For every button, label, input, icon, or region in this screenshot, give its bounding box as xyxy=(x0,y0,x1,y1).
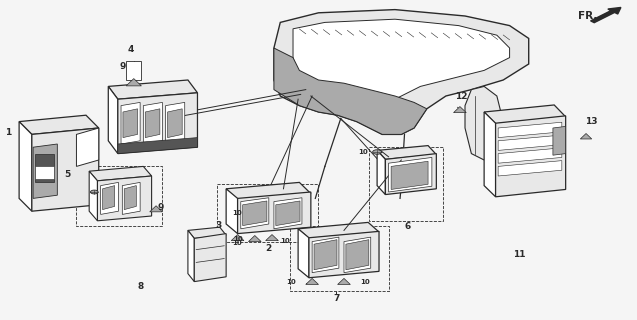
Polygon shape xyxy=(580,133,592,139)
Text: FR.: FR. xyxy=(578,11,598,21)
Text: 8: 8 xyxy=(137,282,143,291)
Polygon shape xyxy=(274,48,427,134)
Polygon shape xyxy=(101,182,118,214)
Polygon shape xyxy=(248,236,261,242)
Circle shape xyxy=(373,150,382,154)
Bar xyxy=(126,61,141,80)
Text: 2: 2 xyxy=(266,244,272,253)
Polygon shape xyxy=(143,102,162,144)
Polygon shape xyxy=(118,93,197,154)
Polygon shape xyxy=(498,122,562,138)
Bar xyxy=(217,184,318,242)
Polygon shape xyxy=(298,229,309,278)
Polygon shape xyxy=(32,128,99,211)
Polygon shape xyxy=(188,227,226,238)
Text: 10: 10 xyxy=(280,238,290,244)
Bar xyxy=(35,154,54,182)
Polygon shape xyxy=(19,122,32,211)
Polygon shape xyxy=(118,138,197,154)
Text: 9: 9 xyxy=(120,62,126,71)
Polygon shape xyxy=(298,222,379,238)
Polygon shape xyxy=(231,235,244,241)
Polygon shape xyxy=(241,198,269,229)
Polygon shape xyxy=(76,128,99,166)
Polygon shape xyxy=(454,107,466,113)
Polygon shape xyxy=(122,182,140,214)
Polygon shape xyxy=(89,171,97,221)
Polygon shape xyxy=(89,166,152,181)
Polygon shape xyxy=(121,102,140,144)
Text: 10: 10 xyxy=(286,279,296,285)
Text: 11: 11 xyxy=(513,250,526,259)
Polygon shape xyxy=(498,148,562,163)
Polygon shape xyxy=(33,144,57,198)
Polygon shape xyxy=(293,19,510,102)
Circle shape xyxy=(90,190,98,194)
Polygon shape xyxy=(108,80,197,99)
Polygon shape xyxy=(168,109,182,138)
Polygon shape xyxy=(103,186,115,210)
Polygon shape xyxy=(150,206,162,212)
Text: 6: 6 xyxy=(404,222,411,231)
Polygon shape xyxy=(498,135,562,150)
Polygon shape xyxy=(274,198,302,229)
Polygon shape xyxy=(346,240,369,270)
Text: 10: 10 xyxy=(359,149,368,155)
Polygon shape xyxy=(389,157,432,192)
Bar xyxy=(35,166,54,179)
Polygon shape xyxy=(226,182,311,200)
Polygon shape xyxy=(266,235,278,241)
Polygon shape xyxy=(553,126,566,155)
Polygon shape xyxy=(123,109,138,138)
Polygon shape xyxy=(124,186,136,210)
Polygon shape xyxy=(498,161,562,176)
Text: 12: 12 xyxy=(455,92,468,101)
Text: 3: 3 xyxy=(215,221,222,230)
Polygon shape xyxy=(314,240,337,270)
Polygon shape xyxy=(226,189,238,234)
Text: 5: 5 xyxy=(64,170,70,179)
Polygon shape xyxy=(243,201,267,226)
FancyArrow shape xyxy=(590,7,621,23)
Bar xyxy=(76,166,162,226)
Text: 10: 10 xyxy=(360,279,369,285)
Text: 10: 10 xyxy=(233,240,242,246)
Polygon shape xyxy=(377,150,385,195)
Polygon shape xyxy=(238,192,311,234)
Polygon shape xyxy=(465,86,503,160)
Polygon shape xyxy=(338,278,350,284)
Polygon shape xyxy=(484,112,496,197)
Bar xyxy=(290,226,389,291)
Bar xyxy=(369,147,443,221)
Polygon shape xyxy=(391,161,428,189)
Text: 10: 10 xyxy=(233,210,242,216)
Text: 13: 13 xyxy=(585,117,598,126)
Text: 4: 4 xyxy=(127,45,134,54)
Polygon shape xyxy=(309,231,379,278)
Polygon shape xyxy=(276,201,300,226)
Polygon shape xyxy=(496,116,566,197)
Polygon shape xyxy=(188,230,194,282)
Polygon shape xyxy=(484,105,566,124)
Polygon shape xyxy=(145,109,160,138)
Polygon shape xyxy=(312,237,339,273)
Text: 1: 1 xyxy=(5,128,11,137)
Polygon shape xyxy=(97,176,152,221)
Polygon shape xyxy=(194,234,226,282)
Text: 10: 10 xyxy=(234,236,243,242)
Polygon shape xyxy=(274,10,529,134)
Polygon shape xyxy=(385,154,436,195)
Polygon shape xyxy=(377,146,436,159)
Polygon shape xyxy=(306,278,318,284)
Polygon shape xyxy=(19,115,99,134)
Polygon shape xyxy=(126,79,141,86)
Polygon shape xyxy=(166,102,185,144)
Text: 7: 7 xyxy=(333,294,340,303)
Polygon shape xyxy=(344,237,371,273)
Text: 9: 9 xyxy=(158,203,164,212)
Polygon shape xyxy=(108,86,118,154)
